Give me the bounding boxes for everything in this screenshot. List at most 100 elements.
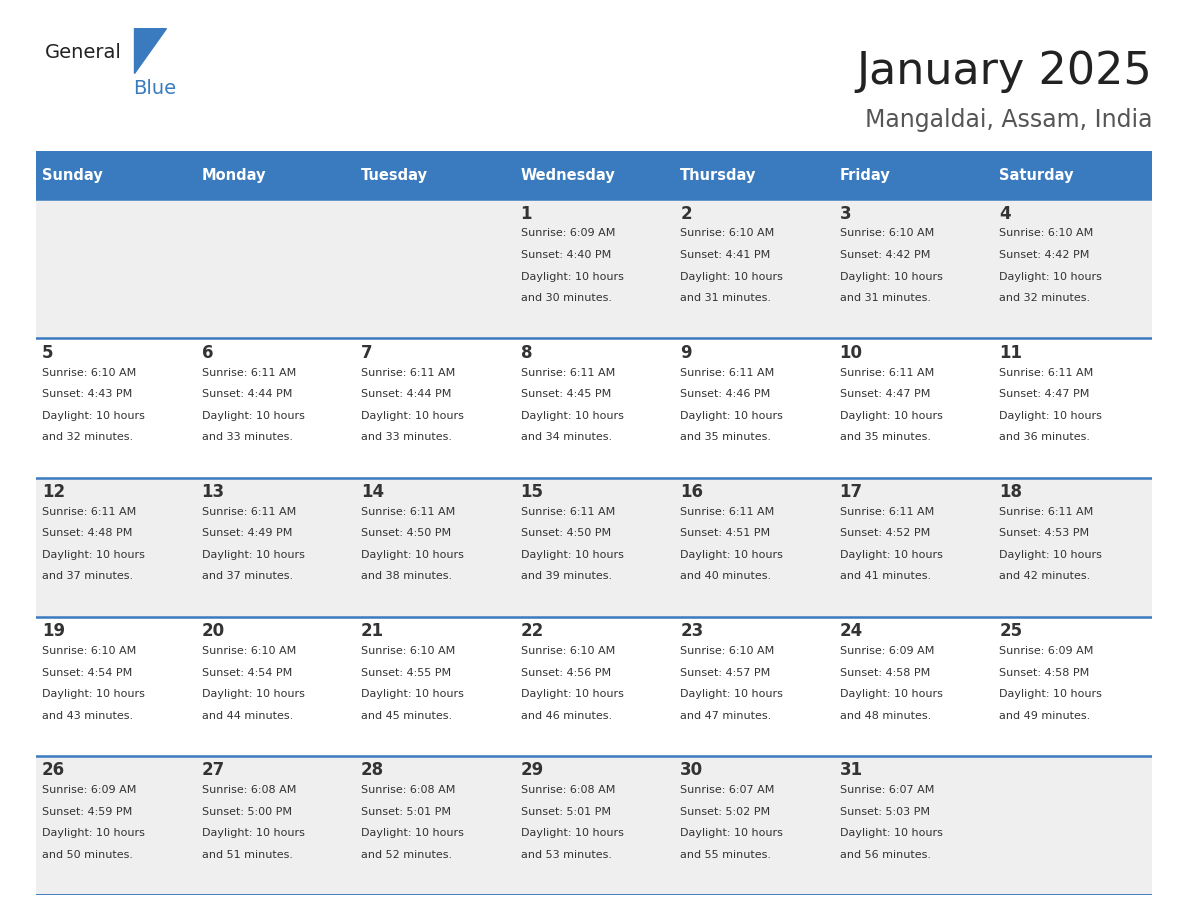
Text: and 56 minutes.: and 56 minutes. (840, 850, 930, 860)
Bar (195, 199, 355, 339)
Text: General: General (45, 43, 122, 62)
Text: 28: 28 (361, 761, 384, 779)
Text: and 47 minutes.: and 47 minutes. (681, 711, 771, 721)
Text: Daylight: 10 hours: Daylight: 10 hours (999, 410, 1102, 420)
Bar (993, 477, 1152, 617)
Text: and 52 minutes.: and 52 minutes. (361, 850, 453, 860)
Text: 20: 20 (202, 622, 225, 640)
Text: Tuesday: Tuesday (361, 168, 428, 183)
Text: and 39 minutes.: and 39 minutes. (520, 572, 612, 581)
Text: Sunrise: 6:07 AM: Sunrise: 6:07 AM (681, 785, 775, 795)
Text: Sunset: 4:54 PM: Sunset: 4:54 PM (42, 667, 132, 677)
Text: Sunrise: 6:10 AM: Sunrise: 6:10 AM (42, 646, 137, 656)
Text: Sunrise: 6:11 AM: Sunrise: 6:11 AM (999, 507, 1093, 517)
Text: Sunset: 4:58 PM: Sunset: 4:58 PM (840, 667, 930, 677)
Text: Friday: Friday (840, 168, 891, 183)
Text: and 36 minutes.: and 36 minutes. (999, 432, 1091, 442)
Text: 14: 14 (361, 483, 384, 501)
Bar (36, 756, 195, 895)
Text: Sunrise: 6:10 AM: Sunrise: 6:10 AM (681, 646, 775, 656)
Text: 6: 6 (202, 344, 213, 362)
Text: Daylight: 10 hours: Daylight: 10 hours (361, 828, 465, 838)
Text: 21: 21 (361, 622, 384, 640)
Text: Daylight: 10 hours: Daylight: 10 hours (202, 828, 304, 838)
Text: Daylight: 10 hours: Daylight: 10 hours (681, 550, 783, 560)
Bar (674, 339, 833, 477)
Text: Sunset: 5:00 PM: Sunset: 5:00 PM (202, 807, 291, 817)
Text: 15: 15 (520, 483, 544, 501)
Text: Daylight: 10 hours: Daylight: 10 hours (42, 689, 145, 700)
Text: 10: 10 (840, 344, 862, 362)
Bar (355, 756, 514, 895)
Text: and 37 minutes.: and 37 minutes. (202, 572, 292, 581)
Text: 2: 2 (681, 205, 691, 223)
Bar (195, 756, 355, 895)
Text: Sunset: 4:43 PM: Sunset: 4:43 PM (42, 389, 132, 399)
Bar (36, 477, 195, 617)
Text: 5: 5 (42, 344, 53, 362)
Bar (514, 199, 674, 339)
Bar (36, 199, 195, 339)
Text: Daylight: 10 hours: Daylight: 10 hours (681, 272, 783, 282)
Text: 23: 23 (681, 622, 703, 640)
Text: Sunset: 4:57 PM: Sunset: 4:57 PM (681, 667, 770, 677)
Text: Sunset: 4:47 PM: Sunset: 4:47 PM (840, 389, 930, 399)
Text: Sunrise: 6:11 AM: Sunrise: 6:11 AM (999, 367, 1093, 377)
Text: and 32 minutes.: and 32 minutes. (999, 293, 1091, 303)
Text: Thursday: Thursday (681, 168, 757, 183)
Bar (36, 617, 195, 756)
Text: and 37 minutes.: and 37 minutes. (42, 572, 133, 581)
Text: 24: 24 (840, 622, 862, 640)
Text: Daylight: 10 hours: Daylight: 10 hours (520, 828, 624, 838)
Text: 18: 18 (999, 483, 1022, 501)
Text: and 41 minutes.: and 41 minutes. (840, 572, 931, 581)
Text: Sunset: 5:01 PM: Sunset: 5:01 PM (520, 807, 611, 817)
Text: Sunrise: 6:09 AM: Sunrise: 6:09 AM (999, 646, 1094, 656)
Text: Sunset: 5:02 PM: Sunset: 5:02 PM (681, 807, 770, 817)
Text: Daylight: 10 hours: Daylight: 10 hours (42, 410, 145, 420)
Text: Daylight: 10 hours: Daylight: 10 hours (42, 550, 145, 560)
Text: 4: 4 (999, 205, 1011, 223)
Text: and 43 minutes.: and 43 minutes. (42, 711, 133, 721)
Text: Daylight: 10 hours: Daylight: 10 hours (681, 410, 783, 420)
Text: 13: 13 (202, 483, 225, 501)
Bar (355, 199, 514, 339)
Text: Sunrise: 6:11 AM: Sunrise: 6:11 AM (202, 367, 296, 377)
Text: Daylight: 10 hours: Daylight: 10 hours (202, 550, 304, 560)
Text: Sunrise: 6:09 AM: Sunrise: 6:09 AM (520, 229, 615, 239)
Text: and 51 minutes.: and 51 minutes. (202, 850, 292, 860)
Bar (833, 199, 993, 339)
Text: and 34 minutes.: and 34 minutes. (520, 432, 612, 442)
Bar (514, 756, 674, 895)
Text: Sunrise: 6:08 AM: Sunrise: 6:08 AM (361, 785, 455, 795)
Text: Sunset: 5:03 PM: Sunset: 5:03 PM (840, 807, 930, 817)
Text: Daylight: 10 hours: Daylight: 10 hours (361, 689, 465, 700)
Text: Daylight: 10 hours: Daylight: 10 hours (840, 550, 942, 560)
Bar (833, 477, 993, 617)
Text: Sunset: 4:59 PM: Sunset: 4:59 PM (42, 807, 132, 817)
Text: Daylight: 10 hours: Daylight: 10 hours (520, 689, 624, 700)
Text: Daylight: 10 hours: Daylight: 10 hours (361, 550, 465, 560)
Text: Sunset: 4:42 PM: Sunset: 4:42 PM (840, 250, 930, 260)
Text: Sunrise: 6:11 AM: Sunrise: 6:11 AM (361, 507, 455, 517)
Text: Sunrise: 6:11 AM: Sunrise: 6:11 AM (520, 507, 615, 517)
Text: 30: 30 (681, 761, 703, 779)
Bar (514, 151, 674, 199)
Text: Sunset: 4:42 PM: Sunset: 4:42 PM (999, 250, 1089, 260)
Text: Sunrise: 6:11 AM: Sunrise: 6:11 AM (681, 507, 775, 517)
Text: Daylight: 10 hours: Daylight: 10 hours (840, 689, 942, 700)
Text: 16: 16 (681, 483, 703, 501)
Text: Sunrise: 6:09 AM: Sunrise: 6:09 AM (840, 646, 934, 656)
Text: Daylight: 10 hours: Daylight: 10 hours (999, 550, 1102, 560)
Text: and 30 minutes.: and 30 minutes. (520, 293, 612, 303)
Bar (674, 477, 833, 617)
Bar (674, 199, 833, 339)
Text: Sunset: 4:50 PM: Sunset: 4:50 PM (361, 529, 451, 538)
Text: 27: 27 (202, 761, 225, 779)
Text: and 50 minutes.: and 50 minutes. (42, 850, 133, 860)
Text: Daylight: 10 hours: Daylight: 10 hours (202, 410, 304, 420)
Text: and 55 minutes.: and 55 minutes. (681, 850, 771, 860)
Text: Sunday: Sunday (42, 168, 103, 183)
Text: Sunrise: 6:10 AM: Sunrise: 6:10 AM (681, 229, 775, 239)
Bar (195, 477, 355, 617)
